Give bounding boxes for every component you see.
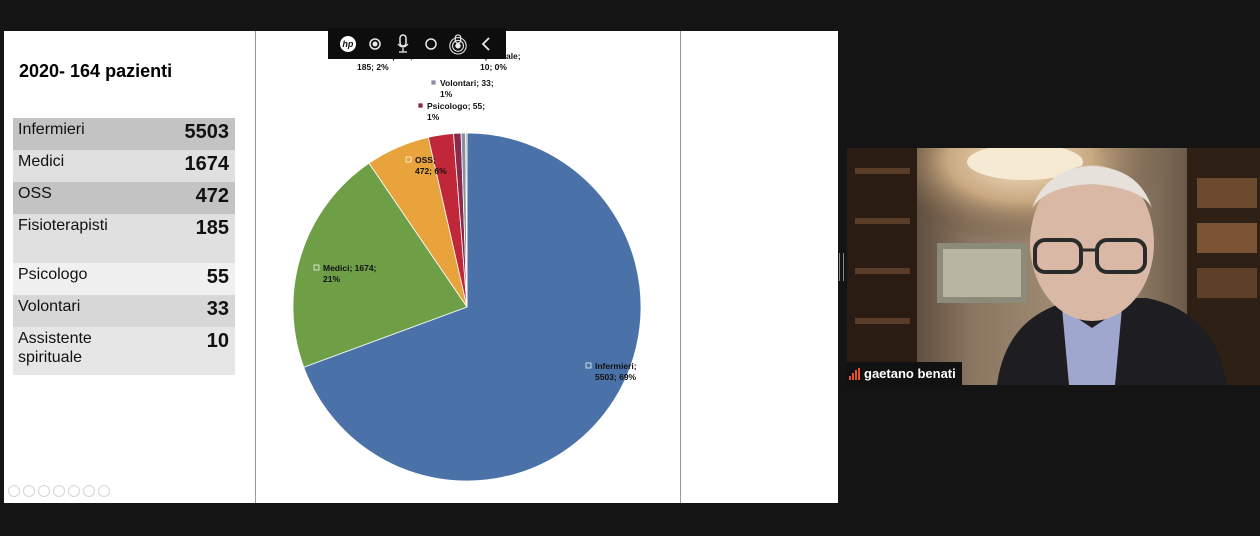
data-label-line2: 21% xyxy=(323,274,340,284)
slide-control-icon[interactable] xyxy=(8,485,20,497)
legend-key-icon xyxy=(405,156,412,163)
chevron-left-icon[interactable] xyxy=(476,33,496,55)
data-label-line2: 1% xyxy=(440,89,453,99)
participant-video-image xyxy=(847,148,1260,385)
row-value: 1674 xyxy=(184,153,230,175)
participant-video: gaetano benati xyxy=(847,148,1260,385)
row-label: Psicologo xyxy=(18,266,88,283)
table-row: Volontari 33 xyxy=(13,295,235,327)
participant-name: gaetano benati xyxy=(864,366,956,381)
legend-key-icon xyxy=(430,79,437,86)
signal-strength-icon xyxy=(849,367,860,380)
hp-logo-icon[interactable]: hp xyxy=(338,33,358,55)
data-label: Psicologo; 55;1% xyxy=(417,101,485,122)
data-label-line2: 185; 2% xyxy=(357,62,389,72)
slide-controls xyxy=(8,485,110,497)
data-label-line1: Infermieri; xyxy=(595,361,637,371)
slide-control-icon[interactable] xyxy=(68,485,80,497)
table-row: Assistente spirituale 10 xyxy=(13,327,235,375)
record-icon[interactable] xyxy=(365,33,385,55)
slide-control-icon[interactable] xyxy=(23,485,35,497)
pie-slice-infermieri xyxy=(303,132,642,482)
row-value: 185 xyxy=(195,217,229,239)
data-label-line1: Volontari; 33; xyxy=(440,78,494,88)
data-label-line1: OSS; xyxy=(415,155,436,165)
row-label: Volontari xyxy=(18,298,81,315)
stats-table: Infermieri 5503 Medici 1674 OSS 472 Fisi… xyxy=(13,118,235,375)
row-label: Fisioterapisti xyxy=(18,217,108,234)
chart-frame: Infermieri; 5503; 69% Medici; 1674; 21% OSS;… xyxy=(255,31,681,503)
data-label-line2: 1% xyxy=(427,112,440,122)
row-label: OSS xyxy=(18,185,52,202)
table-row: Fisioterapisti 185 xyxy=(13,214,235,263)
row-label: Infermieri xyxy=(18,121,85,138)
target-icon[interactable] xyxy=(448,33,468,55)
data-label-line1: Psicologo; 55; xyxy=(427,101,485,111)
data-label-line1: Medici; 1674; xyxy=(323,263,377,273)
table-row: OSS 472 xyxy=(13,182,235,214)
slide-title: 2020- 164 pazienti xyxy=(19,61,173,81)
pie-chart: Infermieri;5503; 69% Medici; 1674;21% OSS;… xyxy=(292,51,642,482)
slide-control-icon[interactable] xyxy=(53,485,65,497)
table-row: Infermieri 5503 xyxy=(13,118,235,150)
pie-slice-medici xyxy=(292,162,468,368)
row-value: 5503 xyxy=(184,121,230,143)
microphone-icon[interactable] xyxy=(393,33,413,55)
presentation-slide: 2020- 164 pazienti Infermieri 5503 Medic… xyxy=(4,31,838,503)
resize-handle[interactable] xyxy=(839,253,844,281)
data-label: Volontari; 33;1% xyxy=(430,78,494,99)
data-label: Infermieri;5503; 69% xyxy=(585,361,637,382)
screen-share-toolbar: hp xyxy=(328,28,506,59)
legend-key-icon xyxy=(417,102,424,109)
data-label: Medici; 1674;21% xyxy=(313,263,377,284)
pie-slice-assistente-spirituale xyxy=(465,132,468,308)
table-row: Psicologo 55 xyxy=(13,263,235,295)
legend-key-icon xyxy=(313,264,320,271)
row-value: 472 xyxy=(195,185,229,207)
row-value: 55 xyxy=(206,266,229,288)
legend-key-icon xyxy=(585,362,592,369)
row-label: Medici xyxy=(18,153,65,170)
row-value: 10 xyxy=(206,330,229,352)
data-label-line2: 10; 0% xyxy=(480,62,507,72)
table-row: Medici 1674 xyxy=(13,150,235,182)
slide-control-icon[interactable] xyxy=(83,485,95,497)
data-label: OSS;472; 6% xyxy=(405,155,447,176)
participant-name-tag: gaetano benati xyxy=(847,362,962,385)
slide-control-icon[interactable] xyxy=(98,485,110,497)
row-label: Assistente spirituale xyxy=(18,330,92,366)
circle-icon[interactable] xyxy=(421,33,441,55)
data-label-line2: 472; 6% xyxy=(415,166,447,176)
row-value: 33 xyxy=(206,298,229,320)
data-label-line2: 5503; 69% xyxy=(595,372,637,382)
slide-control-icon[interactable] xyxy=(38,485,50,497)
